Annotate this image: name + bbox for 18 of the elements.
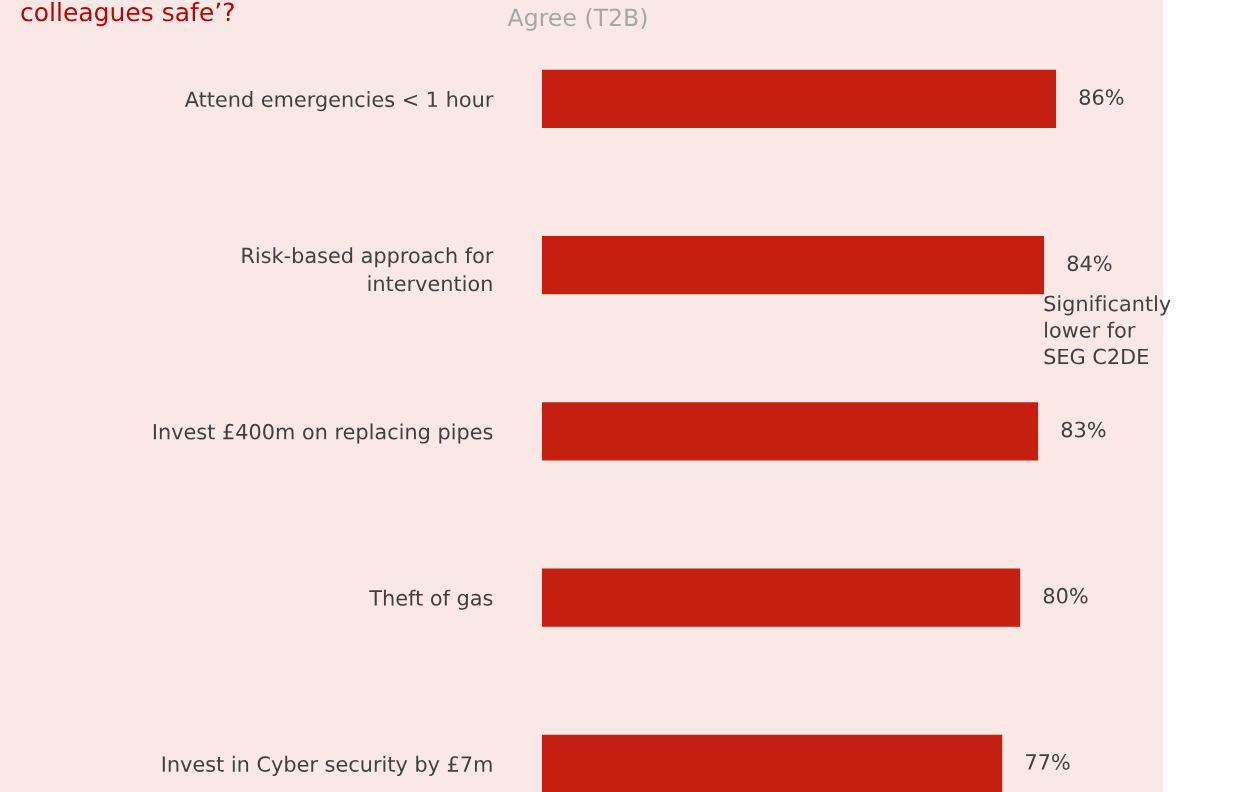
- text: colleagues safe’?: [21, 2, 234, 27]
- bar: [542, 236, 1045, 295]
- bar: [542, 568, 1021, 627]
- y-tick-label: Theft of gas: [369, 589, 493, 610]
- bar: [542, 69, 1056, 129]
- y-tick-label: Attend emergencies < 1 hour: [184, 91, 494, 112]
- y-tick-label: Risk-based approach for intervention: [242, 247, 494, 292]
- data-label: 77%: [1026, 754, 1070, 770]
- data-label: 86%: [1079, 89, 1124, 105]
- data-label: 80%: [1043, 587, 1088, 604]
- y-tick-label: Invest in Cyber security by £7m: [162, 755, 492, 776]
- annotation: Significantly lower for SEG C2DE: [1044, 295, 1171, 365]
- bar: [542, 402, 1039, 461]
- bar: [542, 734, 1003, 792]
- data-label: 84%: [1067, 255, 1112, 272]
- y-tick-label: Invest £400m on replacing pipes: [153, 423, 493, 444]
- chart-subtitle: Agree (T2B): [507, 8, 647, 31]
- data-label: 83%: [1061, 421, 1106, 438]
